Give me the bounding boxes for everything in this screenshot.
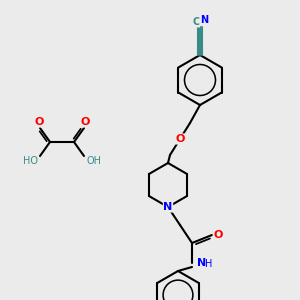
Text: O: O [34,117,44,127]
Text: C: C [192,17,200,27]
Text: O: O [213,230,223,240]
Text: O: O [175,134,185,144]
Text: N: N [164,202,172,212]
Text: HO: HO [22,156,38,166]
Text: H: H [205,259,213,269]
Text: O: O [80,117,90,127]
Text: N: N [197,258,207,268]
Text: N: N [200,15,208,25]
Text: OH: OH [86,156,101,166]
